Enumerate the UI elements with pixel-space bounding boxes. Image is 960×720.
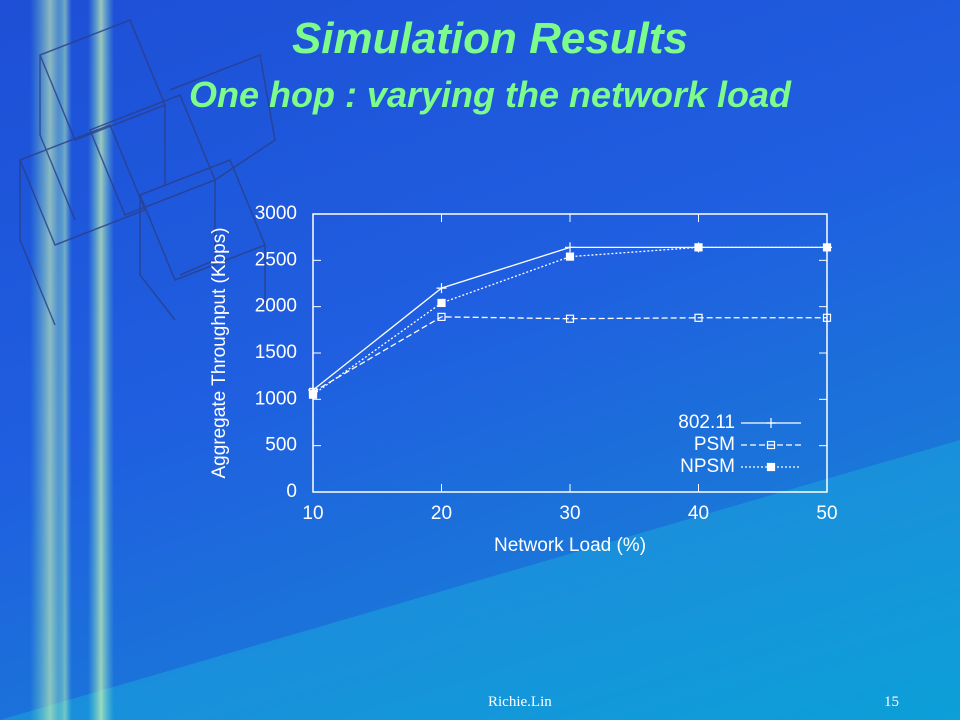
x-tick-label: 40 — [688, 503, 709, 524]
marker — [565, 242, 575, 253]
y-axis-label: Aggregate Throughput (Kbps) — [209, 227, 230, 478]
marker — [308, 390, 318, 399]
footer: Richie.Lin — [488, 694, 552, 710]
y-tick-label: 1000 — [255, 388, 297, 409]
x-tick-label: 10 — [302, 503, 323, 524]
slide-title: Simulation Results — [291, 14, 689, 63]
x-tick-label: 50 — [816, 503, 837, 524]
slide-subtitle: One hop : varying the network load — [188, 74, 792, 115]
y-tick-label: 3000 — [255, 203, 297, 224]
marker — [694, 243, 703, 252]
series-line — [312, 316, 827, 393]
x-tick-label: 30 — [559, 503, 580, 524]
marker — [694, 313, 703, 322]
y-tick-label: 500 — [265, 435, 297, 456]
y-tick-label: 2500 — [255, 249, 297, 270]
marker — [437, 298, 446, 308]
x-tick-label: 20 — [431, 503, 452, 524]
y-tick-label: 1500 — [255, 342, 297, 363]
series-line — [312, 246, 827, 391]
marker — [565, 252, 575, 261]
legend-marker — [766, 418, 776, 428]
legend-label: PSM — [694, 434, 735, 455]
marker — [822, 313, 832, 322]
legend-marker — [766, 440, 776, 450]
legend-label: NPSM — [680, 456, 735, 477]
page-number: 15 — [884, 694, 899, 710]
marker — [436, 283, 447, 294]
legend-label: 802.11 — [678, 412, 735, 433]
x-axis-label: Network Load (%) — [494, 535, 646, 556]
marker — [437, 312, 446, 321]
y-tick-label: 2000 — [255, 296, 297, 317]
marker — [822, 243, 832, 252]
legend-marker — [766, 462, 776, 472]
series-line — [312, 246, 827, 396]
y-tick-label: 0 — [286, 481, 297, 502]
marker — [565, 314, 575, 323]
